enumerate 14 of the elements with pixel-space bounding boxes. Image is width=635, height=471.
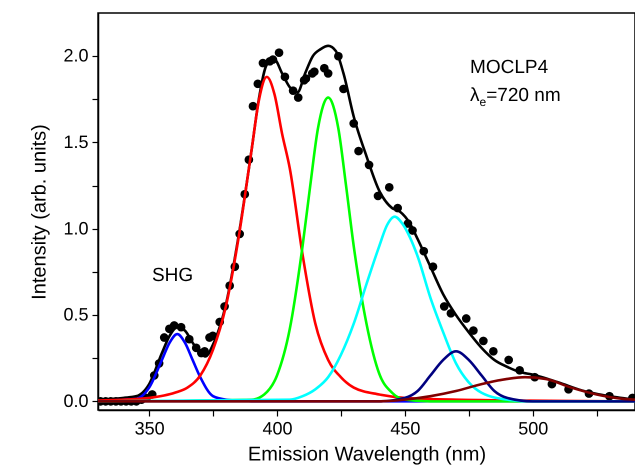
y-tick-label: 0.0 [63, 390, 88, 411]
y-tick-label: 1.5 [63, 132, 88, 152]
annotation: λ$_{e}$=720 nm [470, 85, 561, 109]
x-axis-title: Emission Wavelength (nm) [248, 444, 486, 466]
annotation: SHG [152, 265, 194, 286]
x-tick-label: 350 [134, 418, 165, 438]
x-tick-label: 400 [262, 418, 293, 438]
y-axis-title: Intensity (arb. units) [28, 124, 50, 300]
x-tick-label: 500 [518, 418, 548, 438]
y-tick-label: 2.0 [63, 46, 88, 66]
annotation: MOCLP4 [470, 57, 548, 78]
y-tick-label: 0.5 [63, 304, 88, 325]
y-tick-label: 1.0 [63, 218, 88, 238]
x-tick-label: 450 [390, 418, 420, 438]
